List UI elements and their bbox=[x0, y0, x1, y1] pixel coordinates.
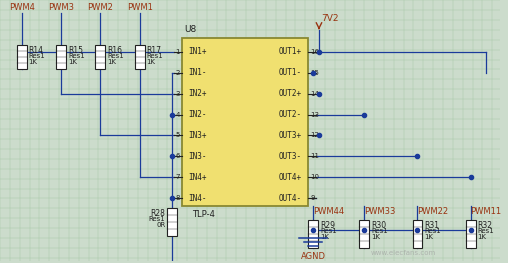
Text: 14: 14 bbox=[310, 90, 319, 97]
Text: OUT4+: OUT4+ bbox=[279, 173, 302, 182]
Text: OUT2+: OUT2+ bbox=[279, 89, 302, 98]
Text: 6: 6 bbox=[176, 154, 180, 159]
Bar bbox=[308, 220, 318, 248]
Text: TLP-4: TLP-4 bbox=[192, 210, 215, 219]
Text: 7V2: 7V2 bbox=[321, 14, 338, 23]
Text: IN1-: IN1- bbox=[188, 68, 207, 77]
Text: 11: 11 bbox=[310, 154, 319, 159]
Text: Res1: Res1 bbox=[107, 53, 124, 59]
Bar bbox=[135, 45, 145, 69]
Text: 0R: 0R bbox=[156, 222, 166, 228]
Bar bbox=[359, 220, 369, 248]
Text: U8: U8 bbox=[184, 25, 197, 34]
Text: OUT1+: OUT1+ bbox=[279, 47, 302, 56]
Text: R29: R29 bbox=[320, 221, 335, 230]
Text: 16: 16 bbox=[310, 49, 319, 55]
Text: OUT3-: OUT3- bbox=[279, 152, 302, 161]
Text: 13: 13 bbox=[310, 112, 319, 118]
Text: Res1: Res1 bbox=[478, 228, 494, 234]
Text: 1K: 1K bbox=[320, 234, 329, 240]
Text: PWM1: PWM1 bbox=[127, 3, 153, 12]
Bar bbox=[17, 45, 26, 69]
Text: 15: 15 bbox=[310, 70, 319, 75]
Text: 5: 5 bbox=[176, 133, 180, 139]
Text: IN2+: IN2+ bbox=[188, 89, 207, 98]
Bar bbox=[412, 220, 422, 248]
Text: R15: R15 bbox=[68, 46, 83, 55]
Text: 12: 12 bbox=[310, 133, 319, 139]
Text: IN1+: IN1+ bbox=[188, 47, 207, 56]
Text: R30: R30 bbox=[371, 221, 386, 230]
Text: 1K: 1K bbox=[424, 234, 433, 240]
Text: 4: 4 bbox=[176, 112, 180, 118]
Text: R16: R16 bbox=[107, 46, 122, 55]
Text: 3: 3 bbox=[176, 90, 180, 97]
Text: OUT2-: OUT2- bbox=[279, 110, 302, 119]
Text: IN3+: IN3+ bbox=[188, 131, 207, 140]
Text: IN3-: IN3- bbox=[188, 152, 207, 161]
Text: OUT4-: OUT4- bbox=[279, 194, 302, 203]
Text: AGND: AGND bbox=[301, 252, 326, 261]
Text: 1K: 1K bbox=[28, 59, 38, 64]
Text: R17: R17 bbox=[147, 46, 162, 55]
Text: 1: 1 bbox=[176, 49, 180, 55]
Bar bbox=[56, 45, 66, 69]
Text: 8: 8 bbox=[176, 195, 180, 201]
Text: Res1: Res1 bbox=[424, 228, 441, 234]
Text: 10: 10 bbox=[310, 174, 319, 180]
Text: Res1: Res1 bbox=[149, 216, 166, 222]
Text: 7: 7 bbox=[176, 174, 180, 180]
Text: OUT1-: OUT1- bbox=[279, 68, 302, 77]
Text: 1K: 1K bbox=[107, 59, 116, 64]
Bar bbox=[466, 220, 475, 248]
Text: Res1: Res1 bbox=[147, 53, 164, 59]
Text: 2: 2 bbox=[176, 70, 180, 75]
Bar bbox=[96, 45, 105, 69]
Text: PWM44: PWM44 bbox=[313, 207, 344, 216]
Text: R31: R31 bbox=[424, 221, 439, 230]
Text: www.elecfans.com: www.elecfans.com bbox=[371, 250, 436, 256]
Text: PWM22: PWM22 bbox=[418, 207, 449, 216]
Text: R32: R32 bbox=[478, 221, 492, 230]
Text: IN4-: IN4- bbox=[188, 194, 207, 203]
Text: PWM33: PWM33 bbox=[364, 207, 396, 216]
Text: PWM2: PWM2 bbox=[87, 3, 113, 12]
Bar bbox=[182, 38, 308, 206]
Text: R14: R14 bbox=[28, 46, 44, 55]
Text: Res1: Res1 bbox=[371, 228, 388, 234]
Text: Res1: Res1 bbox=[28, 53, 45, 59]
Text: 1K: 1K bbox=[147, 59, 155, 64]
Text: Res1: Res1 bbox=[320, 228, 337, 234]
Text: PWM4: PWM4 bbox=[9, 3, 35, 12]
Text: Res1: Res1 bbox=[68, 53, 85, 59]
Text: OUT3+: OUT3+ bbox=[279, 131, 302, 140]
Text: R28: R28 bbox=[150, 209, 166, 218]
Text: IN2-: IN2- bbox=[188, 110, 207, 119]
Text: 1K: 1K bbox=[371, 234, 380, 240]
Text: 1K: 1K bbox=[68, 59, 77, 64]
Text: PWM11: PWM11 bbox=[470, 207, 502, 216]
Text: IN4+: IN4+ bbox=[188, 173, 207, 182]
Bar bbox=[167, 208, 177, 236]
Text: PWM3: PWM3 bbox=[48, 3, 74, 12]
Text: 1K: 1K bbox=[478, 234, 487, 240]
Text: 9: 9 bbox=[310, 195, 314, 201]
